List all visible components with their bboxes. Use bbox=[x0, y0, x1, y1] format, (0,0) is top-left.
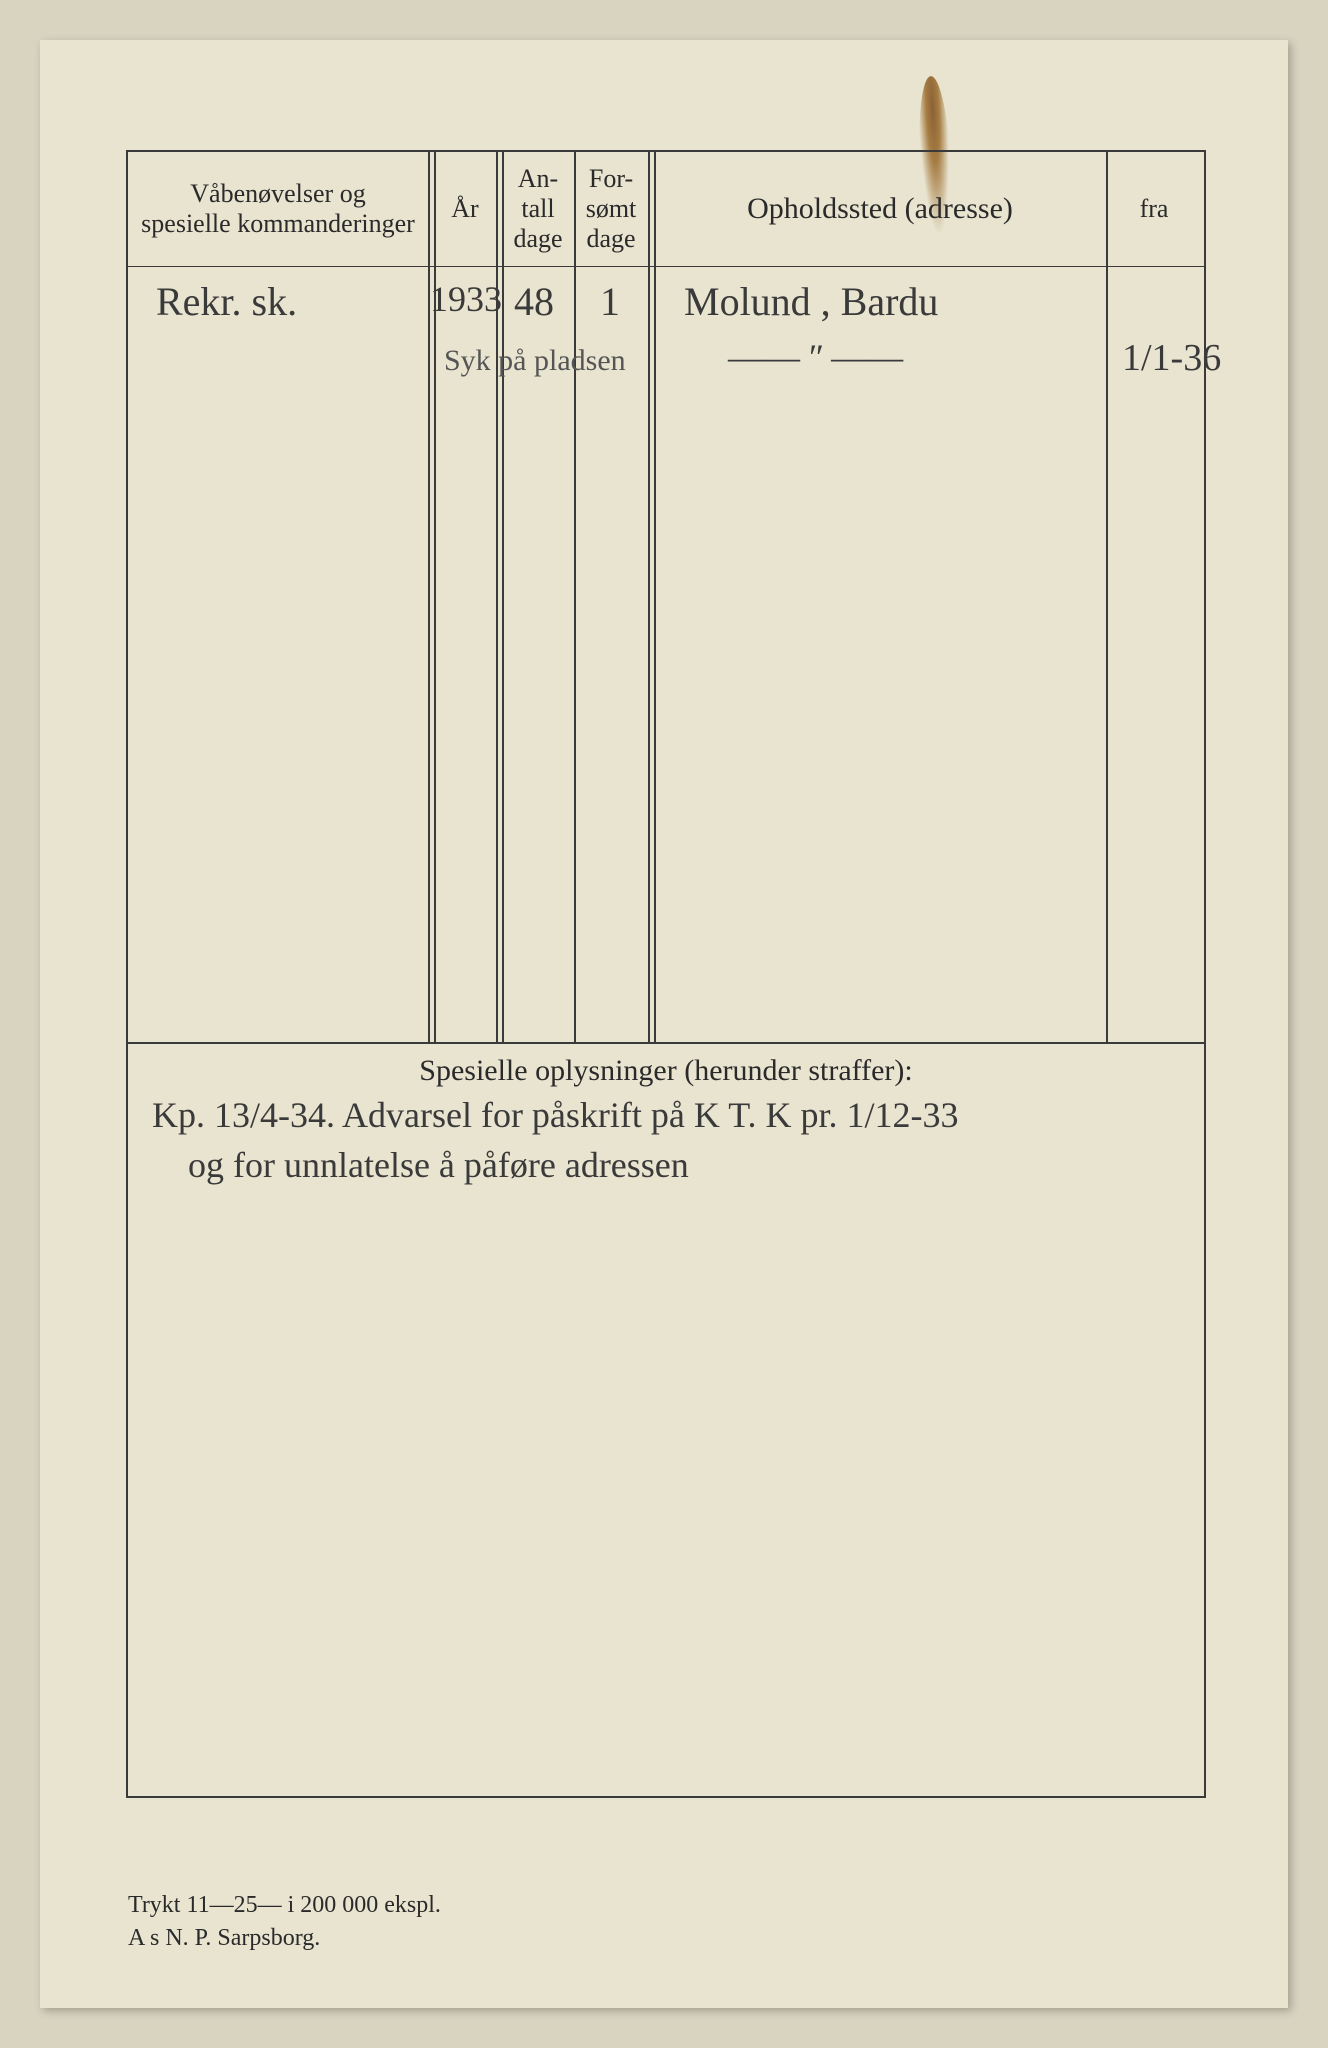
cell-address: Molund , Bardu bbox=[684, 278, 938, 325]
footer-line2: A s N. P. Sarpsborg. bbox=[128, 1922, 441, 1954]
header-from: fra bbox=[1106, 152, 1202, 266]
header-year: År bbox=[434, 152, 496, 266]
cell-from: 1/1-36 bbox=[1122, 336, 1221, 380]
footer-line1: Trykt 11—25— i 200 000 ekspl. bbox=[128, 1889, 441, 1921]
bottom-notes-section: Spesielle oplysninger (herunder straffer… bbox=[128, 1044, 1204, 1796]
header-exercises: Våbenøvelser ogspesielle kommanderinger bbox=[128, 152, 428, 266]
header-days: An-talldage bbox=[502, 152, 574, 266]
cell-year: 1933 bbox=[430, 278, 502, 320]
col-divider bbox=[648, 152, 650, 266]
cell-note: Syk på pladsen bbox=[444, 344, 626, 378]
print-footer: Trykt 11—25— i 200 000 ekspl. A s N. P. … bbox=[128, 1889, 441, 1954]
form-frame: Våbenøvelser ogspesielle kommanderinger … bbox=[126, 150, 1206, 1798]
cell-absent: 1 bbox=[600, 278, 620, 325]
document-page: Våbenøvelser ogspesielle kommanderinger … bbox=[40, 40, 1288, 2008]
col-divider bbox=[496, 152, 498, 266]
col-divider bbox=[428, 152, 430, 266]
top-table-section: Våbenøvelser ogspesielle kommanderinger … bbox=[128, 152, 1204, 1044]
notes-title: Spesielle oplysninger (herunder straffer… bbox=[128, 1044, 1204, 1088]
header-address: Opholdssted (adresse) bbox=[654, 152, 1106, 266]
cell-address-ditto: —— ʺ —— bbox=[728, 336, 903, 378]
table-header-row: Våbenøvelser ogspesielle kommanderinger … bbox=[128, 152, 1204, 267]
col-divider bbox=[496, 266, 498, 1042]
col-divider bbox=[654, 266, 656, 1042]
notes-line1: Kp. 13/4-34. Advarsel for påskrift på K … bbox=[152, 1094, 959, 1136]
col-divider bbox=[574, 266, 576, 1042]
notes-line2: og for unnlatelse å påføre adressen bbox=[188, 1144, 689, 1186]
col-divider bbox=[648, 266, 650, 1042]
cell-exercises: Rekr. sk. bbox=[156, 278, 297, 325]
col-divider bbox=[434, 266, 436, 1042]
cell-days: 48 bbox=[514, 278, 554, 325]
header-absent-days: For-sømtdage bbox=[574, 152, 648, 266]
col-divider bbox=[1106, 266, 1108, 1042]
table-body: Rekr. sk. 1933 48 1 Molund , Bardu Syk p… bbox=[128, 266, 1204, 1042]
col-divider bbox=[428, 266, 430, 1042]
col-divider bbox=[502, 266, 504, 1042]
